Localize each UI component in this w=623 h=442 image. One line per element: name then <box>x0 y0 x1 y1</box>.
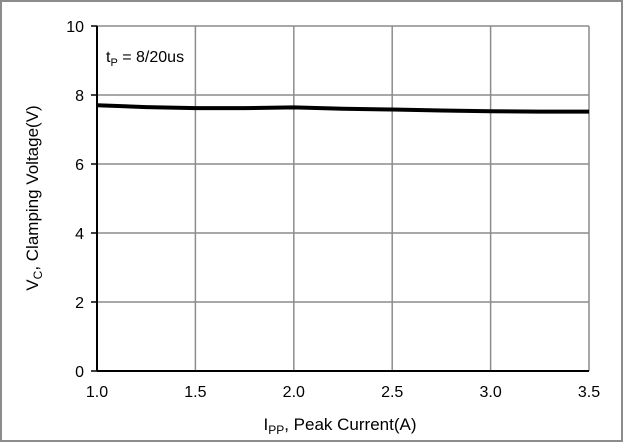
grid <box>97 25 590 371</box>
annotation-text: = 8/20us <box>118 49 184 66</box>
series-layer <box>96 103 589 114</box>
annotation-sub: P <box>110 57 117 69</box>
x-tick-labels: 1.0 1.5 2.0 2.5 3.0 3.5 <box>86 384 600 401</box>
y-tick-label: 8 <box>75 88 84 105</box>
y-tick-label: 0 <box>75 364 84 381</box>
x-axis-label-sub: PP <box>268 423 284 437</box>
annotation: tP = 8/20us <box>106 49 184 69</box>
x-axis-label-text: , Peak Current(A) <box>284 415 416 434</box>
axes <box>91 25 589 372</box>
series-line <box>96 103 589 114</box>
y-axis-label-base: V <box>23 279 42 291</box>
x-axis-label: IPP, Peak Current(A) <box>263 415 416 437</box>
x-tick-label: 1.0 <box>86 384 108 401</box>
y-tick-labels: 0 2 4 6 8 10 <box>66 19 84 381</box>
y-tick-label: 6 <box>75 157 84 174</box>
x-axis-label-base: I <box>263 415 268 434</box>
x-tick-label: 3.0 <box>479 384 501 401</box>
x-tick-label: 3.5 <box>578 384 600 401</box>
y-axis-label: VC, Clamping Voltage(V) <box>23 105 45 290</box>
y-axis-label-sub: C <box>31 270 45 279</box>
x-tick-label: 2.0 <box>283 384 305 401</box>
y-tick-label: 10 <box>66 19 84 36</box>
y-tick-label: 4 <box>75 226 84 243</box>
y-axis-label-text: , Clamping Voltage(V) <box>23 105 42 270</box>
x-tick-label: 2.5 <box>381 384 403 401</box>
annotation-base: t <box>106 49 111 66</box>
y-tick-label: 2 <box>75 295 84 312</box>
x-tick-label: 1.5 <box>184 384 206 401</box>
